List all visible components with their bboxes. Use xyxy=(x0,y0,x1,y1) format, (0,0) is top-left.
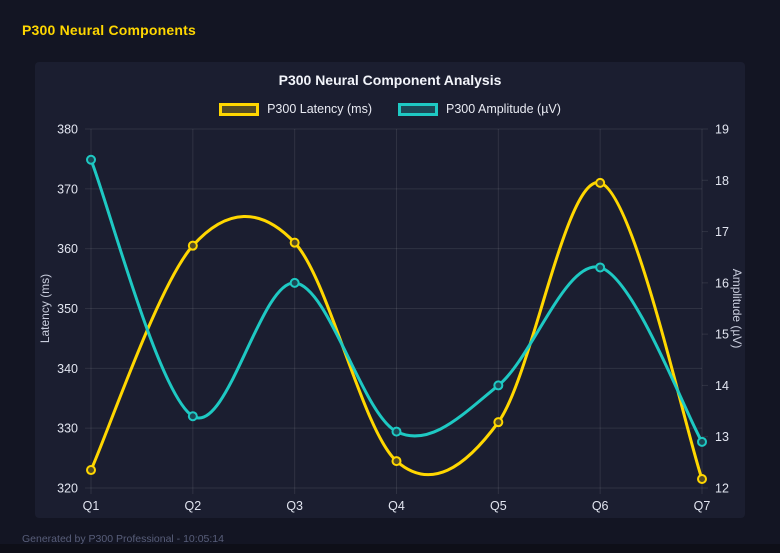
x-axis-tick-label: Q4 xyxy=(388,499,405,513)
data-point-base xyxy=(290,278,299,287)
legend-swatch xyxy=(219,102,260,116)
data-point-latency-Q2[interactable] xyxy=(187,240,198,251)
legend-label: P300 Amplitude (µV) xyxy=(446,102,561,116)
legend-item-amplitude[interactable]: P300 Amplitude (µV) xyxy=(398,102,561,116)
line-chart[interactable]: 320 330 340 350 360 370 380 12 13 14 15 16 17 18 19 Q1 Q… xyxy=(35,62,745,518)
x-axis-tick-label: Q5 xyxy=(490,499,507,513)
legend-item-latency[interactable]: P300 Latency (ms) xyxy=(219,102,372,116)
left-axis-tick-label: 330 xyxy=(57,422,78,436)
legend-label: P300 Latency (ms) xyxy=(267,102,372,116)
left-axis-tick-label: 350 xyxy=(57,302,78,316)
data-point-base xyxy=(188,241,197,250)
bottom-edge-strip xyxy=(0,544,780,553)
data-point-latency-Q4[interactable] xyxy=(391,456,402,467)
right-axis-tick-label: 18 xyxy=(715,174,729,188)
data-point-latency-Q1[interactable] xyxy=(86,465,96,476)
data-point-base xyxy=(87,466,95,475)
data-point-base xyxy=(698,475,706,484)
right-axis-tick-label: 19 xyxy=(715,123,729,137)
chart-legend: P300 Latency (ms) P300 Amplitude (µV) xyxy=(35,102,745,116)
data-point-latency-Q6[interactable] xyxy=(595,177,606,188)
data-point-base xyxy=(698,437,706,446)
x-axis-tick-label: Q7 xyxy=(694,499,711,513)
chart-card: P300 Neural Component Analysis P300 Late… xyxy=(35,62,745,518)
left-axis-title: Latency (ms) xyxy=(38,274,52,343)
data-point-base xyxy=(392,457,401,466)
data-point-amplitude-Q7[interactable] xyxy=(697,436,707,447)
left-axis-tick-label: 380 xyxy=(57,123,78,137)
data-point-amplitude-Q6[interactable] xyxy=(595,262,606,273)
data-point-amplitude-Q2[interactable] xyxy=(187,411,198,422)
left-axis-tick-label: 370 xyxy=(57,182,78,196)
right-axis-tick-label: 15 xyxy=(715,328,729,342)
data-point-base xyxy=(290,238,299,247)
data-point-latency-Q5[interactable] xyxy=(493,417,504,428)
data-point-base xyxy=(87,155,95,164)
data-point-amplitude-Q5[interactable] xyxy=(493,380,504,391)
right-axis-title: Amplitude (µV) xyxy=(730,269,744,349)
left-axis-tick-label: 320 xyxy=(57,482,78,496)
right-axis-tick-label: 17 xyxy=(715,225,729,239)
x-axis-tick-label: Q3 xyxy=(286,499,303,513)
x-axis-tick-label: Q1 xyxy=(83,499,100,513)
right-axis-tick-label: 12 xyxy=(715,482,729,496)
data-point-base xyxy=(596,263,605,272)
data-point-base xyxy=(596,178,605,187)
data-point-base xyxy=(188,412,197,421)
page-title: P300 Neural Components xyxy=(22,22,196,38)
data-point-base xyxy=(392,427,401,436)
data-point-amplitude-Q1[interactable] xyxy=(86,154,96,165)
generated-by-text: Generated by P300 Professional - 10:05:1… xyxy=(22,533,224,545)
chart-title: P300 Neural Component Analysis xyxy=(278,72,502,88)
left-axis-tick-label: 360 xyxy=(57,242,78,256)
right-axis-tick-label: 13 xyxy=(715,430,729,444)
right-axis-tick-label: 14 xyxy=(715,379,729,393)
legend-swatch xyxy=(398,102,438,116)
data-point-base xyxy=(494,418,503,427)
x-axis-tick-label: Q2 xyxy=(184,499,201,513)
data-point-latency-Q3[interactable] xyxy=(289,237,300,248)
right-axis-tick-label: 16 xyxy=(715,276,729,290)
data-point-base xyxy=(494,381,503,390)
data-point-amplitude-Q4[interactable] xyxy=(391,426,402,437)
data-point-amplitude-Q3[interactable] xyxy=(289,277,300,288)
left-axis-tick-label: 340 xyxy=(57,362,78,376)
data-point-latency-Q7[interactable] xyxy=(697,474,707,485)
x-axis-tick-label: Q6 xyxy=(592,499,609,513)
